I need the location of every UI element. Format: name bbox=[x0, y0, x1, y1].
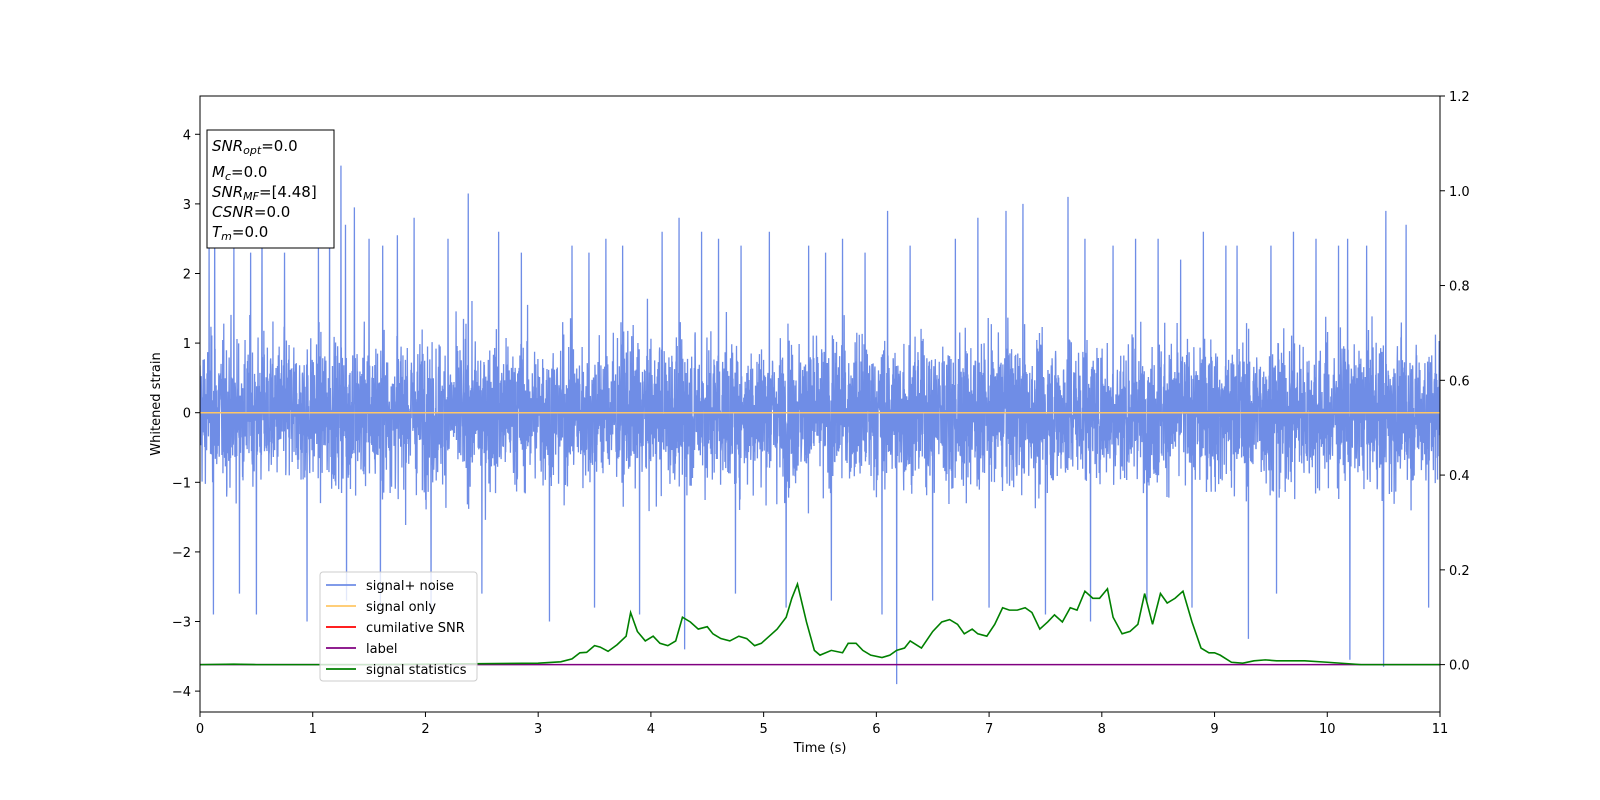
x-tick-label: 10 bbox=[1319, 722, 1336, 737]
x-tick-label: 3 bbox=[534, 722, 542, 737]
stat-line: CSNR=0.0 bbox=[212, 203, 290, 221]
y2-tick-label: 1.2 bbox=[1449, 90, 1470, 105]
legend-label: signal only bbox=[366, 600, 436, 615]
y-tick-label: 0 bbox=[183, 407, 191, 422]
x-tick-label: 6 bbox=[872, 722, 880, 737]
signal-noise-line bbox=[200, 165, 1440, 685]
y-tick-label: −4 bbox=[172, 685, 191, 700]
y-tick-label: 3 bbox=[183, 198, 191, 213]
x-tick-label: 4 bbox=[647, 722, 655, 737]
x-tick-label: 9 bbox=[1210, 722, 1218, 737]
y2-axis-ticks: 0.0 0.2 0.4 0.6 0.8 1.0 1.2 bbox=[1440, 90, 1470, 674]
stat-line: Tm=0.0 bbox=[212, 223, 268, 243]
y-axis-label: Whitened strain bbox=[149, 352, 164, 455]
x-tick-label: 11 bbox=[1432, 722, 1449, 737]
x-tick-label: 7 bbox=[985, 722, 993, 737]
legend-label: signal+ noise bbox=[366, 579, 454, 594]
y-tick-label: −3 bbox=[172, 616, 191, 631]
stats-annotation-frame bbox=[206, 129, 335, 249]
stat-line: SNRopt=0.0 bbox=[212, 137, 298, 157]
signal-statistics-line bbox=[200, 581, 1440, 666]
legend-label: signal statistics bbox=[366, 663, 467, 678]
y-tick-label: 1 bbox=[183, 337, 191, 352]
y2-tick-label: 0.8 bbox=[1449, 280, 1470, 295]
legend-label: label bbox=[366, 642, 397, 657]
stat-line: Mc=0.0 bbox=[212, 163, 267, 183]
y-tick-label: −1 bbox=[172, 476, 191, 491]
y2-tick-label: 0.0 bbox=[1449, 659, 1470, 674]
x-tick-label: 1 bbox=[309, 722, 317, 737]
y2-tick-label: 1.0 bbox=[1449, 185, 1470, 200]
y-tick-label: 2 bbox=[183, 267, 191, 282]
y-tick-label: 4 bbox=[183, 128, 191, 143]
x-tick-label: 2 bbox=[421, 722, 429, 737]
y2-tick-label: 0.6 bbox=[1449, 374, 1470, 389]
x-axis-label: Time (s) bbox=[793, 741, 847, 756]
y2-tick-label: 0.2 bbox=[1449, 564, 1470, 579]
x-tick-label: 5 bbox=[759, 722, 767, 737]
x-tick-label: 0 bbox=[196, 722, 204, 737]
y-tick-label: −2 bbox=[172, 546, 191, 561]
y-axis-ticks: −4 −3 −2 −1 0 1 2 3 4 bbox=[172, 128, 200, 700]
stat-line: SNRMF=[4.48] bbox=[212, 183, 317, 203]
y2-tick-label: 0.4 bbox=[1449, 469, 1470, 484]
legend-label: cumilative SNR bbox=[366, 621, 465, 636]
axes-frame bbox=[199, 95, 1441, 713]
legend-frame bbox=[319, 571, 478, 682]
x-axis-ticks: 0 1 2 3 4 5 6 7 8 9 10 11 bbox=[196, 712, 1448, 737]
x-tick-label: 8 bbox=[1098, 722, 1106, 737]
legend: signal+ noise signal only cumilative SNR la… bbox=[319, 571, 478, 682]
